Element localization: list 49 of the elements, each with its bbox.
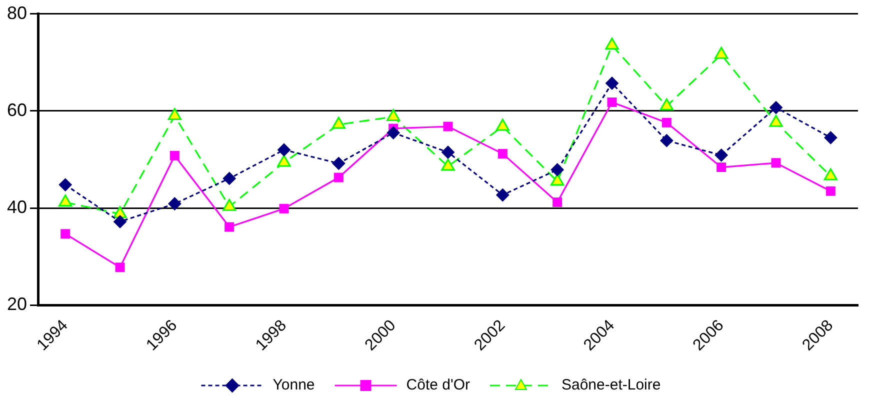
point bbox=[824, 131, 838, 144]
point bbox=[115, 262, 125, 272]
point bbox=[279, 204, 289, 214]
point bbox=[714, 46, 728, 59]
point bbox=[114, 215, 127, 228]
point bbox=[332, 116, 346, 129]
point bbox=[552, 198, 562, 208]
point bbox=[824, 168, 838, 180]
point bbox=[386, 109, 400, 122]
point bbox=[386, 126, 400, 140]
y-tick-label: 20 bbox=[6, 294, 28, 314]
point bbox=[443, 122, 453, 132]
legend-label: Saône-et-Loire bbox=[561, 376, 661, 394]
point bbox=[769, 114, 783, 127]
point bbox=[550, 163, 564, 176]
point bbox=[770, 101, 782, 114]
y-tick-label: 40 bbox=[6, 197, 28, 218]
point bbox=[334, 172, 344, 182]
point bbox=[222, 172, 236, 185]
point bbox=[660, 134, 674, 148]
point bbox=[662, 118, 672, 128]
point bbox=[441, 158, 455, 171]
point bbox=[60, 229, 70, 239]
y-tick-label: 80 bbox=[6, 2, 28, 23]
legend-label: Yonne bbox=[272, 376, 315, 394]
point bbox=[496, 188, 510, 202]
point bbox=[496, 118, 510, 131]
point bbox=[58, 178, 72, 192]
point bbox=[660, 98, 674, 110]
point bbox=[771, 158, 781, 168]
point bbox=[332, 156, 346, 170]
point bbox=[277, 154, 291, 167]
point bbox=[58, 194, 72, 207]
point bbox=[605, 38, 619, 50]
point bbox=[826, 186, 836, 196]
point bbox=[716, 162, 726, 172]
point bbox=[168, 108, 182, 120]
point bbox=[170, 150, 180, 160]
point bbox=[168, 197, 182, 210]
point bbox=[278, 143, 291, 156]
legend-label: Côte d'Or bbox=[406, 376, 470, 394]
point bbox=[550, 174, 564, 186]
y-tick-label: 60 bbox=[6, 100, 28, 120]
point bbox=[498, 148, 508, 158]
point bbox=[607, 97, 617, 107]
point bbox=[714, 148, 728, 162]
point bbox=[606, 76, 619, 90]
point bbox=[224, 222, 234, 232]
point bbox=[442, 146, 455, 159]
